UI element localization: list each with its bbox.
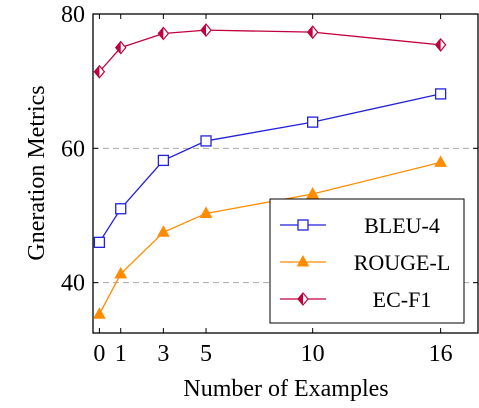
data-point: [114, 266, 128, 279]
x-tick-label: 1: [115, 341, 127, 367]
data-point: [157, 26, 170, 41]
data-point: [306, 186, 320, 199]
x-tick-label: 5: [200, 341, 212, 367]
data-point: [199, 206, 213, 218]
data-point-fill: [307, 26, 313, 39]
series-line: [98, 161, 441, 315]
data-point: [434, 88, 447, 100]
series-group: [93, 23, 447, 319]
series-line: [98, 29, 441, 73]
data-point: [200, 23, 212, 38]
data-point: [306, 25, 319, 40]
legend-marker: [297, 292, 309, 306]
x-tick-label: 10: [301, 341, 325, 367]
legend: BLEU-4 ROUGE-L EC-F1: [269, 198, 465, 324]
data-point-fill: [158, 27, 164, 40]
data-point: [434, 37, 447, 52]
x-axis-title: Number of Examples: [183, 376, 388, 402]
data-point-fill: [115, 41, 121, 54]
series-bleu-4: [93, 88, 447, 248]
series-ec-f1: [93, 23, 447, 79]
data-point: [200, 135, 212, 147]
data-point: [157, 225, 170, 237]
data-point: [93, 236, 106, 248]
data-point: [434, 155, 447, 167]
x-tick-label: 16: [429, 341, 453, 367]
data-point-fill: [435, 38, 441, 51]
legend-marker: [297, 219, 309, 231]
data-point-fill: [94, 65, 100, 78]
x-tick-label: 3: [157, 341, 169, 367]
data-point: [93, 307, 106, 319]
data-point-fill: [201, 24, 207, 37]
y-axis-title: Gneration Metrics: [24, 85, 50, 260]
legend-item: BLEU-4: [280, 213, 440, 238]
axis-ticks: [93, 13, 478, 333]
legend-marker-fill: [298, 293, 303, 305]
tick-labels: 0 1 3 5 10 16 40 60 80: [61, 2, 453, 367]
y-tick-label: 40: [61, 271, 85, 297]
y-tick-label: 80: [61, 2, 85, 28]
legend-item: ROUGE-L: [280, 250, 450, 275]
data-point: [157, 154, 170, 167]
data-point: [307, 116, 319, 128]
legend-label: ROUGE-L: [354, 250, 451, 275]
series-rouge-l: [93, 155, 447, 319]
legend-item: EC-F1: [280, 287, 431, 312]
legend-label: BLEU-4: [364, 213, 440, 238]
legend-label: EC-F1: [373, 287, 432, 312]
data-point: [115, 203, 127, 215]
data-point: [93, 64, 106, 79]
plot-frame: [92, 13, 479, 334]
x-tick-label: 0: [93, 341, 105, 367]
legend-marker: [296, 254, 310, 267]
data-point: [114, 40, 127, 55]
y-tick-label: 60: [61, 136, 85, 162]
